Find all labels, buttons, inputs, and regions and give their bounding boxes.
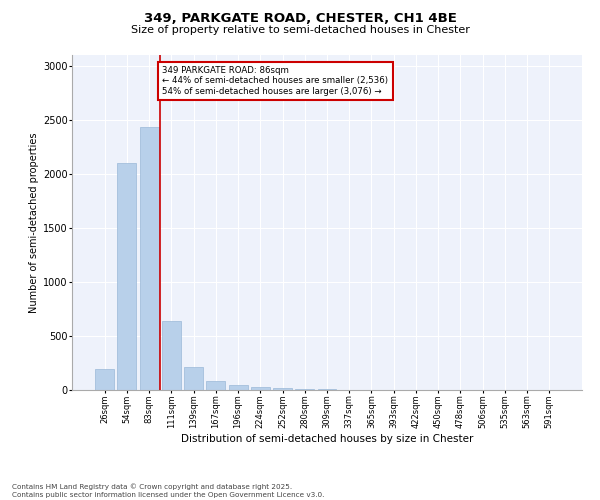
Bar: [140, 128, 158, 390]
Y-axis label: Number of semi-detached properties: Number of semi-detached properties: [29, 132, 39, 313]
Bar: [251, 387, 270, 390]
Bar: [229, 385, 248, 390]
Bar: [118, 163, 136, 390]
Bar: [206, 382, 225, 390]
X-axis label: Distribution of semi-detached houses by size in Chester: Distribution of semi-detached houses by …: [181, 434, 473, 444]
Text: 349, PARKGATE ROAD, CHESTER, CH1 4BE: 349, PARKGATE ROAD, CHESTER, CH1 4BE: [143, 12, 457, 26]
Bar: [95, 369, 114, 390]
Text: Contains HM Land Registry data © Crown copyright and database right 2025.
Contai: Contains HM Land Registry data © Crown c…: [12, 484, 325, 498]
Bar: [273, 388, 292, 390]
Text: 349 PARKGATE ROAD: 86sqm
← 44% of semi-detached houses are smaller (2,536)
54% o: 349 PARKGATE ROAD: 86sqm ← 44% of semi-d…: [163, 66, 388, 96]
Text: Size of property relative to semi-detached houses in Chester: Size of property relative to semi-detach…: [131, 25, 469, 35]
Bar: [162, 321, 181, 390]
Bar: [295, 388, 314, 390]
Bar: [184, 368, 203, 390]
Bar: [317, 389, 337, 390]
